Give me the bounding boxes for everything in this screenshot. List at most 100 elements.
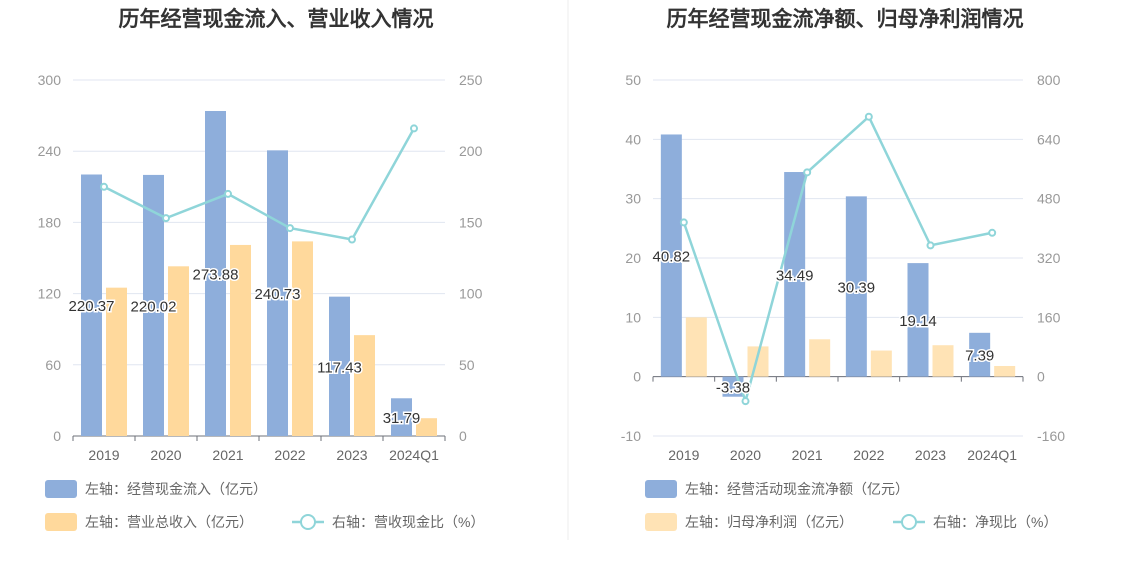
left-axis-tick: 300 bbox=[38, 72, 62, 88]
right-axis-tick: -160 bbox=[1037, 428, 1065, 444]
bar-primary bbox=[205, 110, 226, 437]
left-axis-tick: 0 bbox=[633, 369, 641, 385]
bar-secondary bbox=[809, 339, 831, 377]
legend-swatch bbox=[645, 480, 677, 498]
right-axis-tick: 0 bbox=[1037, 369, 1045, 385]
line-point bbox=[286, 224, 294, 233]
legend-swatch bbox=[300, 514, 316, 530]
left-axis-tick: 180 bbox=[38, 214, 62, 230]
bar-primary bbox=[143, 174, 164, 436]
data-label: 220.37 bbox=[69, 298, 115, 315]
x-axis-label: 2020 bbox=[730, 447, 761, 463]
left-axis-tick: -10 bbox=[621, 428, 641, 444]
x-axis-label: 2022 bbox=[853, 447, 884, 463]
data-label: 7.39 bbox=[965, 348, 994, 365]
bar-primary bbox=[660, 134, 682, 377]
right-axis-tick: 100 bbox=[459, 286, 483, 302]
line-point bbox=[100, 182, 108, 191]
right-axis-tick: 150 bbox=[459, 214, 483, 230]
bar-primary bbox=[784, 172, 806, 377]
bar-primary bbox=[267, 150, 288, 436]
left-axis-tick: 60 bbox=[45, 357, 61, 373]
left-axis-tick: 40 bbox=[625, 131, 641, 147]
legend-label: 左轴：营业总收入（亿元） bbox=[85, 514, 253, 530]
left-axis-tick: 120 bbox=[38, 286, 62, 302]
chart-2: 历年经营现金流净额、归母净利润情况 -10 0 10 20 30 40 50 -160 0 160 3… bbox=[621, 7, 1065, 531]
bar-primary bbox=[329, 296, 350, 436]
left-axis-tick: 240 bbox=[38, 143, 62, 159]
data-label: 34.49 bbox=[776, 267, 814, 284]
chart-title: 历年经营现金流净额、归母净利润情况 bbox=[667, 7, 1024, 31]
left-axis-tick: 50 bbox=[625, 72, 641, 88]
right-axis-tick: 50 bbox=[459, 357, 475, 373]
line-point bbox=[224, 189, 232, 198]
right-axis-tick: 800 bbox=[1037, 72, 1061, 88]
data-label: 273.88 bbox=[193, 266, 239, 283]
x-axis-label: 2023 bbox=[915, 447, 946, 463]
data-label: 19.14 bbox=[899, 313, 937, 330]
right-axis-tick: 480 bbox=[1037, 191, 1061, 207]
legend-swatch bbox=[901, 514, 917, 530]
legend-swatch bbox=[45, 480, 77, 498]
bar-secondary bbox=[354, 335, 375, 436]
x-axis-label: 2022 bbox=[274, 447, 305, 463]
legend-label: 左轴：经营活动现金流净额（亿元） bbox=[685, 481, 909, 497]
x-axis-label: 2024Q1 bbox=[389, 447, 439, 463]
line-point bbox=[162, 214, 170, 223]
left-axis-tick: 30 bbox=[625, 191, 641, 207]
bar-secondary bbox=[870, 350, 892, 377]
series-line bbox=[682, 114, 993, 406]
left-axis-tick: 10 bbox=[625, 309, 641, 325]
left-axis-tick: 20 bbox=[625, 250, 641, 266]
bar-secondary bbox=[168, 266, 189, 436]
bar-primary bbox=[81, 174, 102, 436]
bar-secondary bbox=[416, 418, 437, 436]
bar-primary bbox=[907, 263, 929, 377]
series-line bbox=[103, 127, 416, 241]
data-label: -3.38 bbox=[716, 380, 750, 397]
x-axis-label: 2019 bbox=[668, 447, 699, 463]
legend-swatch bbox=[45, 513, 77, 531]
bar-secondary bbox=[932, 345, 954, 377]
right-axis-tick: 160 bbox=[1037, 309, 1061, 325]
chart-title: 历年经营现金流入、营业收入情况 bbox=[119, 7, 434, 31]
legend-label: 右轴：净现比（%） bbox=[933, 514, 1057, 530]
x-axis-label: 2020 bbox=[150, 447, 181, 463]
right-axis-tick: 640 bbox=[1037, 131, 1061, 147]
line-point bbox=[741, 397, 750, 406]
bar-secondary bbox=[106, 287, 127, 436]
x-axis-label: 2021 bbox=[792, 447, 823, 463]
line-point bbox=[348, 235, 356, 244]
bar-primary bbox=[391, 398, 412, 436]
data-label: 40.82 bbox=[653, 249, 691, 266]
right-axis-tick: 250 bbox=[459, 72, 483, 88]
x-axis-label: 2024Q1 bbox=[967, 447, 1017, 463]
data-label: 30.39 bbox=[838, 280, 876, 297]
line-point bbox=[988, 228, 997, 237]
bar-secondary bbox=[994, 365, 1016, 377]
data-label: 117.43 bbox=[317, 359, 362, 376]
x-axis-label: 2019 bbox=[88, 447, 119, 463]
x-axis-label: 2023 bbox=[336, 447, 367, 463]
line-point bbox=[803, 168, 812, 177]
bar-secondary bbox=[230, 244, 251, 436]
left-axis-tick: 0 bbox=[53, 428, 61, 444]
bar-primary bbox=[969, 332, 991, 377]
bar-secondary bbox=[685, 317, 707, 377]
line-point bbox=[410, 124, 418, 133]
right-axis-tick: 320 bbox=[1037, 250, 1061, 266]
data-label: 31.79 bbox=[383, 410, 421, 427]
legend-label: 左轴：经营现金流入（亿元） bbox=[85, 481, 267, 497]
chart-1: 历年经营现金流入、营业收入情况 0 60 120 180 240 300 0 50 100 150 2… bbox=[38, 7, 484, 531]
right-axis-tick: 0 bbox=[459, 428, 467, 444]
bar-secondary bbox=[747, 346, 769, 377]
legend-label: 右轴：营收现金比（%） bbox=[332, 514, 484, 530]
line-point bbox=[864, 112, 873, 121]
line-point bbox=[679, 218, 688, 227]
line-point bbox=[926, 241, 935, 250]
bar-primary bbox=[845, 196, 867, 377]
legend-label: 左轴：归母净利润（亿元） bbox=[685, 514, 853, 530]
bar-secondary bbox=[292, 241, 313, 436]
data-label: 220.02 bbox=[131, 298, 177, 315]
